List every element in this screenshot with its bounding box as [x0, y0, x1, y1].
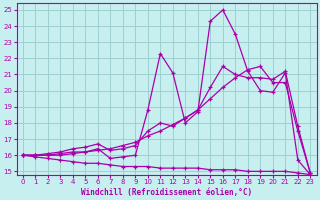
X-axis label: Windchill (Refroidissement éolien,°C): Windchill (Refroidissement éolien,°C) — [81, 188, 252, 197]
